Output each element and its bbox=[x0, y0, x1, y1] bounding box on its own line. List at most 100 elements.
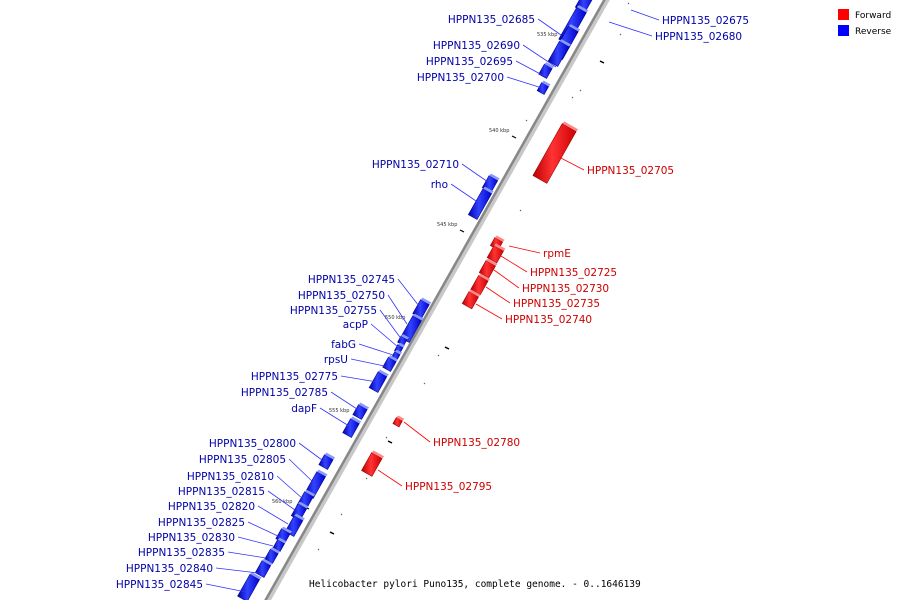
gene-leader-line bbox=[350, 358, 390, 368]
gene-label-HPPN135_02745[interactable]: HPPN135_02745 bbox=[308, 274, 395, 286]
gene-block-cap bbox=[250, 572, 262, 580]
gene-block-HPPN135_02705[interactable] bbox=[532, 123, 577, 184]
genome-backbone bbox=[264, 0, 610, 600]
tick-mark bbox=[511, 135, 517, 139]
gene-block-dapF[interactable] bbox=[342, 418, 360, 438]
genome-caption: Helicobacter pylori Puno135, complete ge… bbox=[309, 579, 641, 590]
gene-block-cap bbox=[412, 313, 424, 321]
gene-label-acpP[interactable]: acpP bbox=[343, 319, 368, 331]
gene-leader-line bbox=[537, 18, 562, 36]
gene-block-cap bbox=[562, 121, 579, 132]
tick-label: 560 kbp bbox=[272, 499, 292, 505]
gene-leader-line bbox=[319, 407, 350, 427]
gene-block-HPPN135_02845[interactable] bbox=[237, 573, 261, 600]
gene-leader-line bbox=[377, 469, 403, 487]
gene-leader-line bbox=[630, 9, 660, 21]
gene-label-rpsU[interactable]: rpsU bbox=[324, 354, 348, 366]
gene-block-rpsU[interactable] bbox=[382, 356, 397, 372]
gene-block-cap bbox=[468, 289, 481, 297]
gene-label-dapF[interactable]: dapF bbox=[291, 403, 317, 415]
gene-label-HPPN135_02675[interactable]: HPPN135_02675 bbox=[662, 15, 749, 27]
legend-label-forward: Forward bbox=[855, 11, 891, 21]
gene-label-HPPN135_02705[interactable]: HPPN135_02705 bbox=[587, 165, 674, 177]
gene-label-HPPN135_02830[interactable]: HPPN135_02830 bbox=[148, 532, 235, 544]
gene-block-cap bbox=[281, 526, 293, 534]
gene-leader-line bbox=[276, 475, 304, 500]
gene-leader-line bbox=[370, 323, 399, 348]
gene-block-cap bbox=[270, 547, 281, 554]
gene-block-cap bbox=[568, 24, 581, 32]
gene-block-HPPN135_02795[interactable] bbox=[361, 452, 383, 477]
gene-block-cap bbox=[400, 334, 410, 340]
gene-label-HPPN135_02810[interactable]: HPPN135_02810 bbox=[187, 471, 274, 483]
gene-label-fabG[interactable]: fabG bbox=[331, 339, 356, 351]
gene-block-HPPN135_02800[interactable] bbox=[318, 454, 334, 470]
gene-leader-line bbox=[500, 255, 528, 273]
gene-leader-line bbox=[397, 278, 420, 307]
gene-label-HPPN135_02725[interactable]: HPPN135_02725 bbox=[530, 267, 617, 279]
gene-leader-line bbox=[227, 551, 267, 559]
gene-block-cap bbox=[371, 450, 385, 459]
gene-leader-line bbox=[387, 294, 408, 325]
gene-label-rho[interactable]: rho bbox=[431, 179, 448, 191]
gene-block-cap bbox=[396, 415, 405, 421]
gene-leader-line bbox=[247, 521, 281, 538]
gene-label-HPPN135_02680[interactable]: HPPN135_02680 bbox=[655, 31, 742, 43]
gene-label-HPPN135_02785[interactable]: HPPN135_02785 bbox=[241, 387, 328, 399]
gene-block-cap bbox=[316, 469, 328, 477]
gene-label-HPPN135_02780[interactable]: HPPN135_02780 bbox=[433, 437, 520, 449]
gene-label-HPPN135_02840[interactable]: HPPN135_02840 bbox=[126, 563, 213, 575]
gene-label-rpmE[interactable]: rpmE bbox=[543, 248, 571, 260]
gene-label-HPPN135_02815[interactable]: HPPN135_02815 bbox=[178, 486, 265, 498]
gene-block-cap bbox=[350, 416, 362, 424]
gene-leader-line bbox=[288, 458, 315, 484]
gene-label-HPPN135_02700[interactable]: HPPN135_02700 bbox=[417, 72, 504, 84]
gene-label-HPPN135_02690[interactable]: HPPN135_02690 bbox=[433, 40, 520, 52]
gene-label-HPPN135_02825[interactable]: HPPN135_02825 bbox=[158, 517, 245, 529]
gene-block-cap bbox=[298, 501, 309, 509]
gene-leader-line bbox=[461, 163, 489, 183]
gene-block-cap bbox=[304, 489, 316, 497]
gene-label-HPPN135_02775[interactable]: HPPN135_02775 bbox=[251, 371, 338, 383]
gene-block-cap bbox=[262, 558, 273, 566]
gene-leader-line bbox=[257, 505, 289, 525]
gene-block-cap bbox=[378, 369, 389, 377]
gene-label-HPPN135_02835[interactable]: HPPN135_02835 bbox=[138, 547, 225, 559]
gene-label-HPPN135_02805[interactable]: HPPN135_02805 bbox=[199, 454, 286, 466]
gene-block-cap bbox=[494, 235, 505, 242]
gene-label-HPPN135_02820[interactable]: HPPN135_02820 bbox=[168, 501, 255, 513]
gene-block-cap bbox=[277, 537, 287, 544]
gene-label-HPPN135_02795[interactable]: HPPN135_02795 bbox=[405, 481, 492, 493]
legend-swatch-reverse bbox=[838, 25, 849, 36]
gene-label-HPPN135_02710[interactable]: HPPN135_02710 bbox=[372, 159, 459, 171]
gene-leader-line bbox=[608, 21, 653, 37]
gene-leader-line bbox=[506, 76, 543, 89]
tick-label: 555 kbp bbox=[329, 408, 349, 414]
gene-block-HPPN135_02775[interactable] bbox=[368, 371, 388, 393]
gene-leader-line bbox=[267, 490, 296, 511]
gene-leader-line bbox=[522, 44, 557, 68]
gene-block-cap bbox=[483, 186, 494, 194]
gene-leader-line bbox=[215, 567, 259, 574]
tick-label: 540 kbp bbox=[489, 128, 509, 134]
gene-leader-line bbox=[358, 343, 394, 356]
gene-label-HPPN135_02750[interactable]: HPPN135_02750 bbox=[298, 290, 385, 302]
gene-block-cap bbox=[324, 452, 336, 460]
gene-label-HPPN135_02800[interactable]: HPPN135_02800 bbox=[209, 438, 296, 450]
tick-label: 550 kbp bbox=[385, 315, 405, 321]
gene-label-HPPN135_02735[interactable]: HPPN135_02735 bbox=[513, 298, 600, 310]
scale-ticks: 535 kbp 540 kbp 545 kbp 550 kbp 555 kbp … bbox=[272, 32, 568, 510]
gene-block-rho[interactable] bbox=[467, 188, 493, 220]
gene-block-cap bbox=[559, 39, 572, 47]
gene-label-HPPN135_02845[interactable]: HPPN135_02845 bbox=[116, 579, 203, 591]
gene-label-HPPN135_02685[interactable]: HPPN135_02685 bbox=[448, 14, 535, 26]
gene-leader-line bbox=[298, 442, 327, 464]
gene-block-cap bbox=[358, 402, 370, 410]
gene-label-HPPN135_02730[interactable]: HPPN135_02730 bbox=[522, 283, 609, 295]
gene-label-HPPN135_02695[interactable]: HPPN135_02695 bbox=[426, 56, 513, 68]
gene-block-cap bbox=[541, 80, 551, 87]
gene-block-HPPN135_02745[interactable] bbox=[412, 299, 430, 319]
gene-label-HPPN135_02755[interactable]: HPPN135_02755 bbox=[290, 305, 377, 317]
gene-label-HPPN135_02740[interactable]: HPPN135_02740 bbox=[505, 314, 592, 326]
tick-mark bbox=[459, 229, 465, 233]
